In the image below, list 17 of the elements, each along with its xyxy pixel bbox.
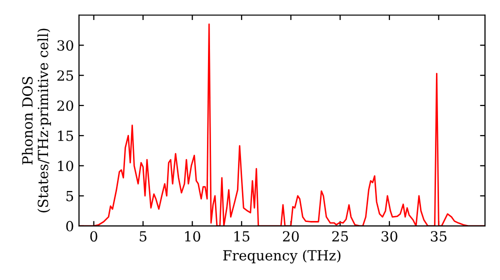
x-tick-label: 5 xyxy=(140,231,146,242)
x-tick-label: 35 xyxy=(430,231,446,242)
x-tick-label: 0 xyxy=(90,231,98,242)
y-axis-title: Phonon DOS (States/THz·primitive cell) xyxy=(22,28,51,212)
y-tick-label: 0 xyxy=(66,220,74,232)
y-tick-label: 15 xyxy=(58,130,74,142)
y-tick-label: 20 xyxy=(57,100,74,111)
x-tick-label: 20 xyxy=(282,231,299,242)
y-tick-label: 25 xyxy=(57,70,74,81)
x-tick-label: 25 xyxy=(332,231,348,242)
y-tick-label: 30 xyxy=(58,40,74,51)
x-tick-label: 10 xyxy=(185,231,200,242)
x-tick-label: 30 xyxy=(382,231,398,242)
x-axis-title: Frequency (THz) xyxy=(223,250,340,264)
y-tick-label: 5 xyxy=(66,190,74,202)
x-tick-label: 15 xyxy=(234,231,250,242)
y-tick-label: 10 xyxy=(58,160,74,172)
